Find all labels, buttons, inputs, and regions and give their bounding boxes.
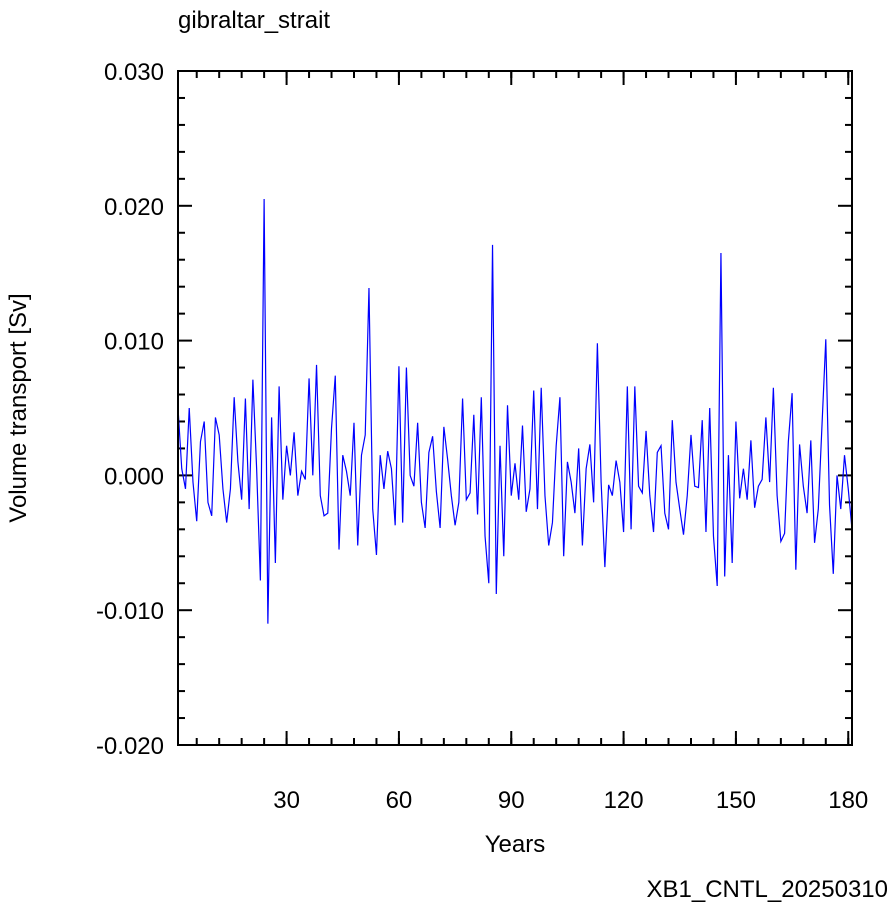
y-tick-label: 0.000	[104, 463, 164, 490]
chart-title: gibraltar_strait	[178, 7, 330, 34]
x-tick-label: 90	[498, 787, 525, 814]
x-tick-label: 180	[828, 787, 868, 814]
y-tick-label: -0.020	[96, 733, 164, 760]
x-tick-label: 30	[273, 787, 300, 814]
y-tick-label: 0.010	[104, 329, 164, 356]
plot-frame	[177, 70, 853, 746]
x-tick-label: 120	[604, 787, 644, 814]
annotation: XB1_CNTL_20250310	[646, 876, 888, 903]
data-line	[177, 199, 853, 624]
y-axis-label: Volume transport [Sv]	[5, 293, 32, 522]
y-tick-label: -0.010	[96, 598, 164, 625]
x-axis-label: Years	[485, 831, 546, 858]
y-tick-label: 0.030	[104, 59, 164, 86]
y-tick-label: 0.020	[104, 194, 164, 221]
x-tick-label: 60	[386, 787, 413, 814]
x-tick-label: 150	[716, 787, 756, 814]
